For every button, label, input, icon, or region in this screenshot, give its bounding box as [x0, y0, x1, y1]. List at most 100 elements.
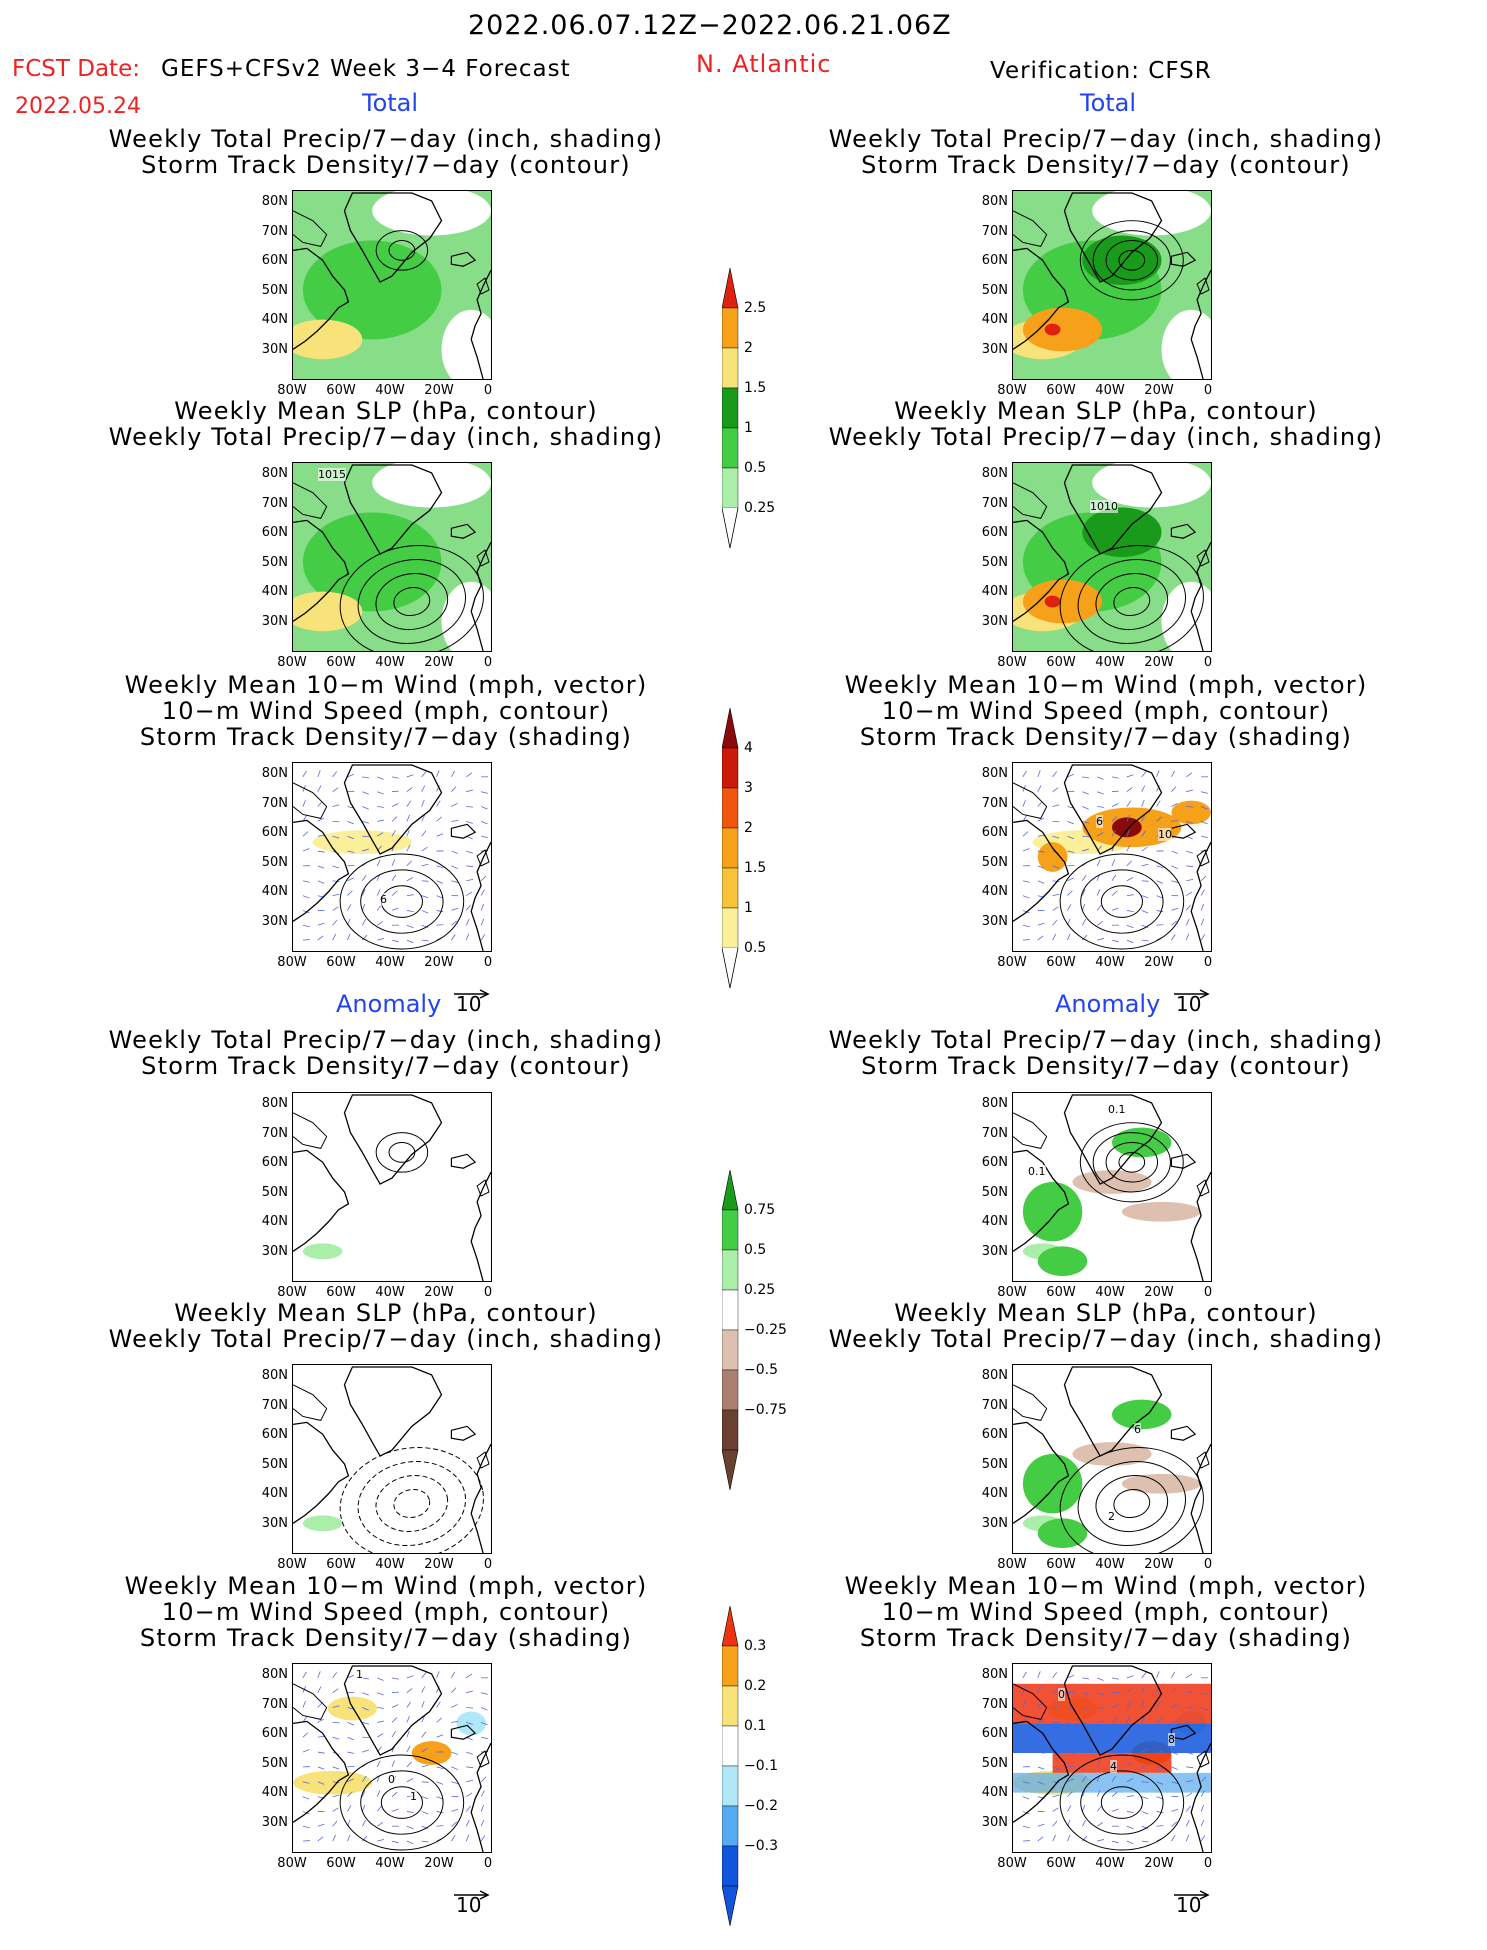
colorbar-label: 0.3	[744, 1638, 766, 1654]
lat-tick-label: 50N	[248, 1457, 288, 1472]
lat-tick-label: 30N	[968, 1815, 1008, 1830]
wind-vector	[1112, 791, 1119, 792]
precip-max	[1045, 324, 1061, 336]
wind-vector	[1023, 940, 1030, 941]
lat-tick-label: 80N	[968, 1096, 1008, 1111]
colorbar-swatch	[722, 748, 738, 788]
precip-anom-dry	[1072, 1442, 1151, 1466]
contour-label: 10	[1158, 828, 1172, 841]
lon-tick-label: 20W	[1139, 655, 1179, 670]
lon-tick-label: 0	[468, 655, 508, 670]
precip-max	[1045, 596, 1061, 608]
lon-tick-label: 40W	[370, 955, 410, 970]
colorbar-bottom-arrow	[722, 1886, 738, 1926]
storm-anom-pos	[293, 1771, 372, 1795]
panel-title-line: Weekly Total Precip/7−day (inch, shading…	[86, 126, 686, 152]
precip-anom-wet	[1023, 1182, 1082, 1241]
lat-tick-label: 80N	[968, 194, 1008, 209]
precip-anom-dry	[1122, 1202, 1201, 1222]
contour-label: 1010	[1090, 500, 1118, 513]
colorbar-label: 0.5	[744, 1242, 766, 1258]
colorbar-swatch	[722, 1290, 738, 1330]
wind-vector	[1067, 1766, 1074, 1767]
lat-tick-label: 50N	[968, 555, 1008, 570]
lat-tick-label: 30N	[248, 914, 288, 929]
colorbar-swatch	[722, 468, 738, 508]
lat-tick-label: 30N	[248, 614, 288, 629]
lat-tick-label: 60N	[248, 1726, 288, 1741]
map-fcst-wind-total	[292, 762, 492, 952]
lat-tick-label: 70N	[968, 224, 1008, 239]
lon-tick-label: 80W	[992, 655, 1032, 670]
lat-tick-label: 80N	[248, 766, 288, 781]
contour-label: 6	[380, 893, 387, 906]
lon-tick-label: 20W	[419, 1856, 459, 1871]
lat-tick-label: 80N	[248, 1368, 288, 1383]
lat-tick-label: 40N	[968, 1785, 1008, 1800]
lon-tick-label: 40W	[370, 1856, 410, 1871]
colorbar-swatch	[722, 1766, 738, 1806]
lat-tick-label: 50N	[248, 1185, 288, 1200]
vector-reference-label: 10	[1176, 992, 1201, 1016]
lat-tick-label: 80N	[248, 466, 288, 481]
lon-tick-label: 80W	[272, 1557, 312, 1572]
vector-reference-label: 10	[456, 992, 481, 1016]
lon-tick-label: 40W	[370, 383, 410, 398]
colorbar-label: 0.1	[744, 1718, 766, 1734]
contour-label: 0.1	[1108, 1103, 1126, 1116]
lat-tick-label: 60N	[968, 1427, 1008, 1442]
precip-anom-dry	[1122, 1474, 1201, 1494]
lon-tick-label: 20W	[419, 1557, 459, 1572]
wind-vector	[1112, 1692, 1119, 1693]
lat-tick-label: 50N	[968, 283, 1008, 298]
precip-anom-dry	[1072, 1170, 1151, 1194]
colorbar-swatch	[722, 828, 738, 868]
lon-tick-label: 0	[468, 383, 508, 398]
colorbar-label: 1	[744, 420, 753, 436]
lon-tick-label: 80W	[272, 655, 312, 670]
lon-tick-label: 40W	[1090, 955, 1130, 970]
lon-tick-label: 20W	[1139, 1557, 1179, 1572]
model-name: GEFS+CFSv2 Week 3−4 Forecast	[161, 56, 571, 82]
precip-anom-wet	[1112, 1400, 1171, 1430]
colorbar-swatch	[722, 348, 738, 388]
wind-field	[293, 1664, 491, 1852]
panel-title-line: Weekly Total Precip/7−day (inch, shading…	[86, 1326, 686, 1352]
panel-title-line: Weekly Total Precip/7−day (inch, shading…	[806, 1027, 1406, 1053]
lon-tick-label: 0	[468, 1557, 508, 1572]
contour-label: 0	[1058, 1688, 1065, 1701]
colorbar-swatch	[722, 1726, 738, 1766]
lon-tick-label: 40W	[370, 1285, 410, 1300]
map-obs-slp-anom	[1012, 1364, 1212, 1554]
lon-tick-label: 60W	[321, 655, 361, 670]
panel-title-line: Storm Track Density/7−day (contour)	[806, 152, 1406, 178]
lat-tick-label: 40N	[248, 1486, 288, 1501]
fcst-date: 2022.05.24	[15, 94, 141, 119]
lat-tick-label: 50N	[968, 1457, 1008, 1472]
wind-vector	[1142, 1782, 1149, 1783]
lon-tick-label: 0	[1188, 383, 1228, 398]
contour-label: 4	[1110, 1760, 1117, 1773]
colorbar-bottom-arrow	[722, 948, 738, 988]
lon-tick-label: 0	[468, 1285, 508, 1300]
wind-vector	[1186, 1708, 1193, 1709]
date-range: 2022.06.07.12Z−2022.06.21.06Z	[468, 10, 952, 41]
map-obs-precip-total	[1012, 190, 1212, 380]
lat-tick-label: 40N	[248, 884, 288, 899]
map-fcst-wind-anom	[292, 1663, 492, 1853]
lat-tick-label: 30N	[968, 342, 1008, 357]
lat-tick-label: 70N	[248, 796, 288, 811]
lon-tick-label: 0	[1188, 655, 1228, 670]
wind-vector	[1067, 865, 1074, 866]
lon-tick-label: 60W	[1041, 655, 1081, 670]
panel-title-line: Storm Track Density/7−day (contour)	[86, 1053, 686, 1079]
lat-tick-label: 30N	[248, 1815, 288, 1830]
map-obs-wind-total	[1012, 762, 1212, 952]
lat-tick-label: 80N	[968, 1368, 1008, 1383]
panel-title-line: Weekly Mean 10−m Wind (mph, vector)	[86, 1573, 686, 1599]
precip-band	[1082, 236, 1161, 285]
lon-tick-label: 60W	[1041, 955, 1081, 970]
precip-anom-wet	[303, 1243, 343, 1259]
contour-label: 0	[388, 1773, 395, 1786]
panel-title-line: Storm Track Density/7−day (shading)	[806, 1625, 1406, 1651]
